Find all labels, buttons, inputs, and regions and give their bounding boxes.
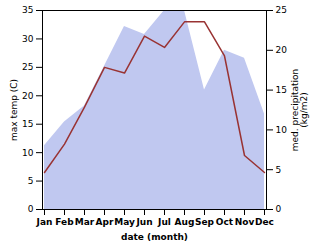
svg-text:Jul: Jul (157, 217, 171, 227)
svg-text:25: 25 (22, 62, 33, 72)
svg-text:15: 15 (276, 85, 287, 95)
svg-text:35: 35 (22, 5, 33, 15)
svg-text:0: 0 (28, 204, 34, 214)
svg-text:Oct: Oct (216, 217, 234, 227)
svg-text:20: 20 (276, 45, 288, 55)
svg-text:10: 10 (22, 148, 34, 158)
svg-text:Nov: Nov (235, 217, 255, 227)
svg-text:Jun: Jun (135, 217, 152, 227)
svg-text:med. precipitation(kg/m2): med. precipitation(kg/m2) (290, 69, 309, 151)
svg-text:25: 25 (276, 5, 287, 15)
svg-text:Jan: Jan (36, 217, 53, 227)
svg-text:May: May (114, 217, 135, 227)
svg-text:15: 15 (22, 119, 33, 129)
svg-text:5: 5 (28, 176, 34, 186)
svg-text:Apr: Apr (96, 217, 114, 227)
svg-text:Aug: Aug (175, 217, 195, 227)
svg-text:date (month): date (month) (121, 232, 188, 242)
svg-text:20: 20 (22, 91, 34, 101)
svg-text:Sep: Sep (195, 217, 215, 227)
svg-text:Dec: Dec (255, 217, 274, 227)
svg-text:10: 10 (276, 125, 288, 135)
svg-text:0: 0 (276, 204, 282, 214)
svg-text:max temp (C): max temp (C) (9, 79, 19, 141)
svg-text:5: 5 (276, 165, 282, 175)
svg-text:30: 30 (22, 34, 34, 44)
svg-text:Feb: Feb (55, 217, 74, 227)
svg-text:Mar: Mar (75, 217, 95, 227)
